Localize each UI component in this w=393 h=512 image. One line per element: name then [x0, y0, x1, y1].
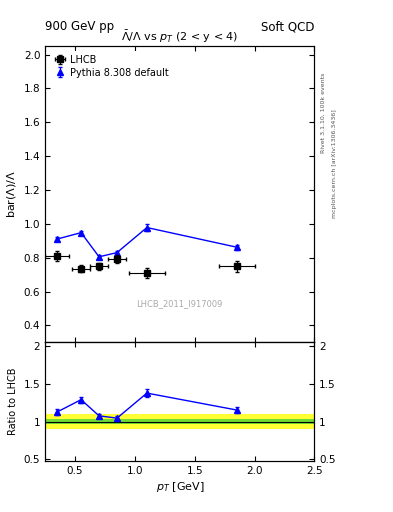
Y-axis label: Ratio to LHCB: Ratio to LHCB [8, 368, 18, 435]
Title: $\bar{\Lambda}/\Lambda$ vs $p_T$ (2 < y < 4): $\bar{\Lambda}/\Lambda$ vs $p_T$ (2 < y … [121, 28, 239, 45]
Text: Soft QCD: Soft QCD [261, 20, 314, 33]
Bar [45, 414, 314, 429]
Text: LHCB_2011_I917009: LHCB_2011_I917009 [137, 300, 223, 308]
X-axis label: $p_T$ [GeV]: $p_T$ [GeV] [156, 480, 204, 494]
Text: mcplots.cern.ch [arXiv:1306.3436]: mcplots.cern.ch [arXiv:1306.3436] [332, 110, 337, 218]
Y-axis label: bar($\Lambda$)/$\Lambda$: bar($\Lambda$)/$\Lambda$ [5, 170, 18, 218]
Text: Rivet 3.1.10, 100k events: Rivet 3.1.10, 100k events [320, 73, 325, 153]
Legend: LHCB, Pythia 8.308 default: LHCB, Pythia 8.308 default [50, 51, 172, 81]
Bar [45, 419, 314, 424]
Text: 900 GeV pp: 900 GeV pp [45, 20, 114, 33]
